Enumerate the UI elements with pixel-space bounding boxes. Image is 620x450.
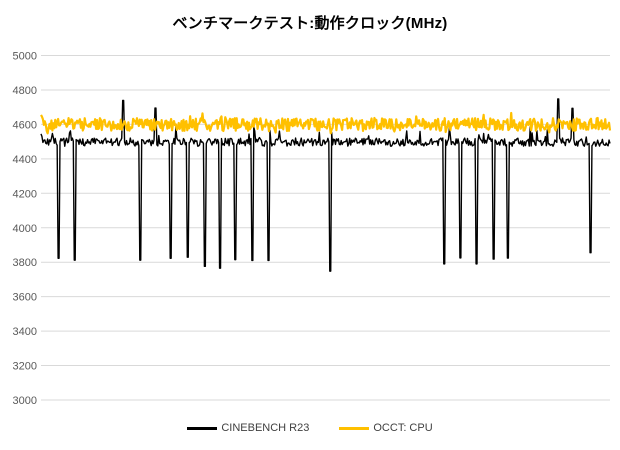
- y-tick-label: 4200: [13, 188, 37, 200]
- legend-label-cinebench: CINEBENCH R23: [221, 422, 310, 434]
- legend: CINEBENCH R23 OCCT: CPU: [0, 419, 620, 437]
- y-tick-label: 3400: [13, 326, 37, 338]
- legend-item-cinebench: CINEBENCH R23: [187, 422, 309, 434]
- occt-line-sample-icon: [339, 426, 370, 430]
- y-tick-label: 4000: [13, 223, 37, 235]
- chart-title: ベンチマークテスト:動作クロック(MHz): [172, 15, 448, 32]
- cinebench-line-sample-icon: [187, 426, 218, 430]
- legend-item-occt: OCCT: CPU: [339, 422, 433, 434]
- y-tick-label: 5000: [13, 51, 37, 63]
- y-tick-label: 4600: [13, 119, 37, 131]
- y-tick-label: 3200: [13, 361, 37, 373]
- y-tick-label: 3600: [13, 292, 37, 304]
- y-tick-label: 4400: [13, 154, 37, 166]
- y-tick-label: 4800: [13, 85, 37, 97]
- y-tick-label: 3000: [13, 395, 37, 407]
- series-line-1: [40, 111, 612, 135]
- series-line-0: [40, 98, 611, 272]
- legend-label-occt: OCCT: CPU: [373, 422, 433, 434]
- y-tick-label: 3800: [13, 257, 37, 269]
